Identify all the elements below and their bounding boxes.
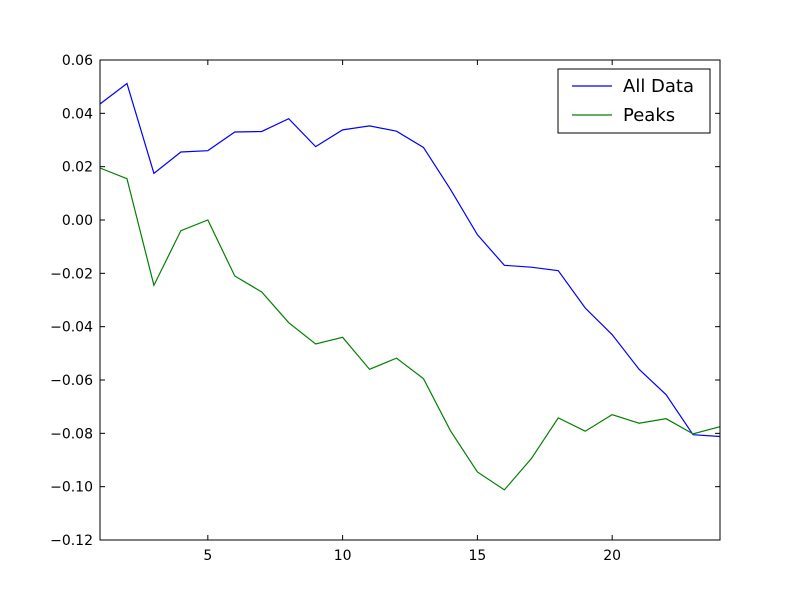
x-tick-label: 10	[334, 548, 352, 564]
legend: All Data Peaks	[557, 68, 711, 134]
y-tick-label: −0.02	[50, 266, 93, 282]
series-line-0	[99, 82, 721, 438]
x-tick-label: 20	[603, 548, 621, 564]
legend-label-0: All Data	[623, 76, 694, 97]
y-tick-label: −0.10	[50, 480, 93, 496]
x-tick-label: 5	[203, 548, 212, 564]
series-lines	[99, 82, 721, 491]
y-tick-label: 0.00	[62, 213, 93, 229]
y-tick-label: 0.02	[62, 160, 93, 176]
y-tick-label: −0.08	[50, 426, 93, 442]
x-axis: 5 10 15 20	[203, 60, 621, 564]
plot-frame	[99, 59, 721, 541]
series-line-1	[99, 167, 721, 491]
y-axis: −0.12 −0.10 −0.08 −0.06 −0.04 −0.02 0.00 0.02 0.…	[50, 53, 720, 549]
y-tick-label: 0.06	[62, 53, 93, 69]
y-tick-label: 0.04	[62, 106, 93, 122]
x-tick-label: 15	[468, 548, 486, 564]
y-tick-label: −0.06	[50, 373, 93, 389]
y-tick-label: −0.12	[50, 533, 93, 549]
legend-box	[557, 68, 711, 134]
y-tick-label: −0.04	[50, 320, 93, 336]
legend-label-1: Peaks	[623, 105, 675, 126]
